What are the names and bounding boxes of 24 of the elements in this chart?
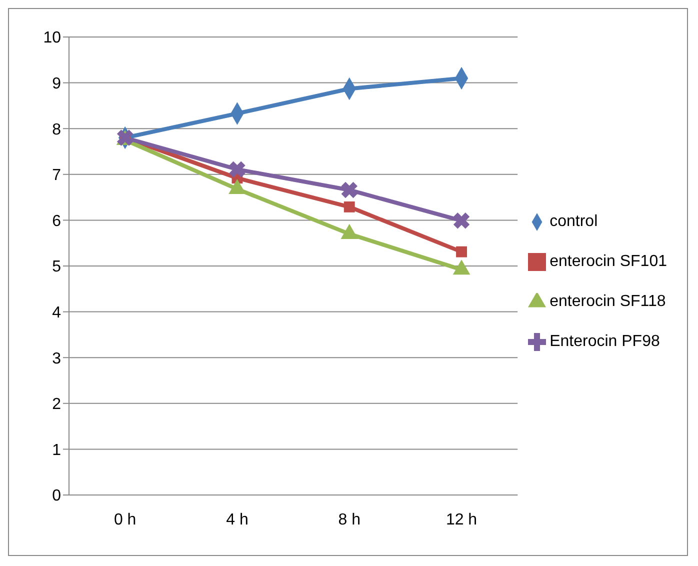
y-tick-label: 2 (52, 396, 62, 414)
legend-label: enterocin SF118 (550, 293, 666, 310)
point (344, 201, 355, 212)
y-tick-label: 9 (52, 75, 62, 92)
y-tick-label: 0 (52, 488, 62, 505)
y-tick-label: 8 (52, 121, 62, 138)
point (454, 212, 470, 229)
legend-label: enterocin SF101 (550, 253, 667, 270)
x-tick-label: 8 h (338, 511, 360, 528)
x-tick-label: 0 h (114, 511, 136, 528)
y-tick-label: 10 (43, 30, 62, 47)
x-tick-label: 12 h (446, 511, 478, 528)
x-tick-label: 4 h (226, 511, 248, 528)
legend-label: control (550, 213, 598, 230)
legend-label: Enterocin PF98 (550, 333, 660, 350)
y-tick-label: 6 (52, 212, 62, 230)
y-tick-label: 4 (52, 304, 62, 322)
point (341, 182, 358, 198)
point (229, 161, 246, 178)
y-tick-label: 1 (52, 442, 62, 459)
y-tick-label: 3 (52, 350, 62, 368)
y-tick-label: 5 (52, 258, 62, 276)
y-tick-label: 7 (52, 167, 62, 184)
point (456, 246, 467, 258)
